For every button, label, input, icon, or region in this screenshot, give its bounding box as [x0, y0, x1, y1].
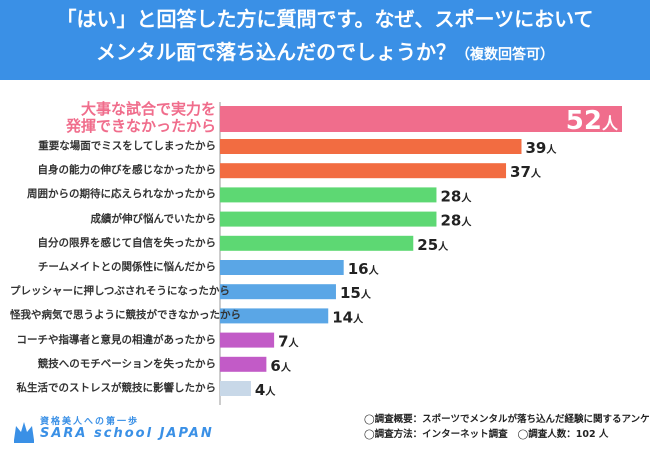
value-label-5: 25人 — [417, 236, 449, 254]
value-label-4: 28人 — [440, 212, 472, 230]
bar-7 — [220, 284, 336, 300]
bar-5 — [220, 235, 414, 251]
category-label-8: 怪我や病気で思うように競技ができなかったから — [10, 309, 241, 322]
category-label-7: プレッシャーに押しつぶされそうになったから — [10, 285, 230, 298]
category-label-1: 重要な場面でミスをしてしまったから — [38, 140, 216, 152]
value-label-6: 16人 — [348, 260, 380, 278]
value-label-7: 15人 — [340, 284, 372, 302]
category-label-3: 周囲からの期待に応えられなかったから — [27, 188, 216, 201]
survey-respondents: ◯調査人数：102 人 — [517, 429, 609, 440]
category-label-11: 私生活でのストレスが競技に影響したから — [16, 382, 217, 394]
title-banner: 「はい」と回答した方に質問です。なぜ、スポーツにおいて メンタル面で落ち込んだの… — [0, 0, 650, 80]
value-label-9: 7人 — [278, 333, 299, 351]
survey-notes: ◯調査概要：スポーツでメンタルが落ち込んだ経験に関するアンケート ◯調査方法：イ… — [364, 412, 650, 442]
category-label-6: チームメイトとの関係性に悩んだから — [37, 261, 216, 273]
title-note: （複数回答可） — [456, 47, 554, 63]
value-label-8: 14人 — [332, 308, 364, 326]
survey-summary: ◯調査概要：スポーツでメンタルが落ち込んだ経験に関するアンケート — [364, 414, 650, 425]
category-label-2: 自身の能力の伸びを感じなかったから — [37, 164, 217, 177]
crown-icon — [14, 422, 34, 443]
bar-9 — [220, 332, 275, 348]
category-label-10: 競技へのモチベーションを失ったから — [37, 357, 216, 370]
title-line-1: 「はい」と回答した方に質問です。なぜ、スポーツにおいて — [56, 7, 594, 31]
bar-11 — [220, 381, 251, 396]
bar-2 — [220, 163, 507, 179]
value-label-11: 4人 — [255, 381, 276, 399]
brand-logo: 資格美人への第一歩 SARA school JAPAN — [12, 414, 212, 448]
bar-chart: 52人 39人 37人 28人 28人 25人 16人 15人 14人 7人 6人 4人 — [219, 102, 622, 405]
bar-3 — [220, 187, 437, 203]
value-label-2: 37人 — [510, 163, 542, 181]
chart-area: 52人 39人 37人 28人 28人 25人 16人 15人 14人 7人 6人 4人 大事な試合で… — [0, 80, 650, 450]
logo-name: SARA school JAPAN — [40, 426, 214, 441]
logo-tagline: 資格美人への第一歩 — [40, 417, 140, 427]
value-label-0: 52人 — [566, 106, 619, 136]
category-label-5: 自分の限界を感じて自信を失ったから — [37, 236, 217, 249]
title-line-2: メンタル面で落ち込んだのでしょうか？（複数回答可） — [0, 39, 650, 68]
category-label-4: 成績が伸び悩んでいたから — [90, 212, 216, 225]
bar-6 — [220, 260, 344, 275]
bar-0 — [220, 106, 622, 132]
category-label-9: コーチや指導者と意見の相違があったから — [16, 333, 217, 346]
bar-8 — [220, 308, 329, 324]
value-label-1: 39人 — [526, 139, 558, 157]
survey-details: ◯調査方法：インターネット調査 ◯調査人数：102 人 — [364, 427, 644, 442]
bar-1 — [220, 139, 522, 154]
value-label-3: 28人 — [440, 187, 472, 205]
title-line-2-text: メンタル面で落ち込んだのでしょうか？ — [96, 40, 456, 64]
category-label-0-line-0: 大事な試合で実力を — [80, 100, 216, 118]
bar-4 — [220, 211, 437, 227]
category-label-0-line-1: 発揮できなかったから — [65, 117, 216, 135]
bar-10 — [220, 356, 267, 372]
survey-method: ◯調査方法：インターネット調査 — [364, 429, 508, 440]
value-label-10: 6人 — [270, 357, 291, 375]
category-label-0: 大事な試合で実力を 発揮できなかったから — [16, 101, 216, 135]
